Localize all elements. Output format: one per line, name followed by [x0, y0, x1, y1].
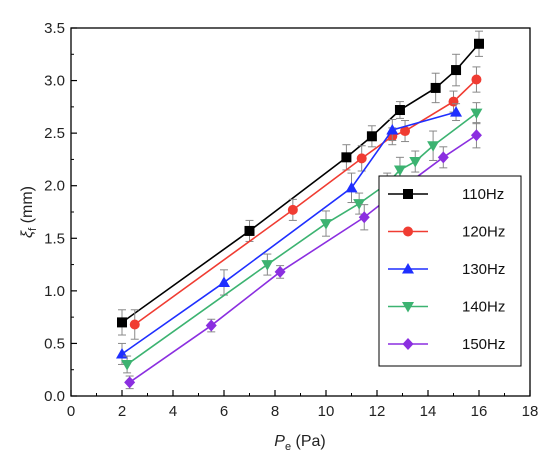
- x-tick-label: 18: [522, 403, 539, 420]
- legend-item-120Hz: 120Hz: [388, 224, 505, 241]
- data-point: [353, 199, 366, 210]
- legend-item-150Hz: 150Hz: [388, 336, 505, 353]
- data-point: [218, 276, 230, 287]
- legend-box: [378, 175, 522, 367]
- data-point: [474, 38, 484, 49]
- legend-marker: [402, 263, 414, 274]
- data-point: [261, 260, 274, 271]
- y-tick-label: 0.0: [44, 388, 65, 405]
- legend-item-110Hz: 110Hz: [388, 186, 504, 203]
- y-tick-label: 2.0: [44, 178, 65, 195]
- legend-marker: [402, 302, 414, 313]
- data-point: [341, 152, 352, 163]
- x-tick-label: 16: [471, 403, 488, 420]
- data-point: [274, 265, 286, 278]
- legend-marker: [403, 226, 413, 237]
- data-point: [287, 204, 298, 215]
- data-point: [448, 96, 459, 107]
- x-tick-label: 10: [318, 403, 335, 420]
- data-point: [124, 376, 136, 389]
- data-point: [400, 126, 411, 137]
- x-tick-label: 0: [67, 403, 75, 420]
- data-point: [117, 317, 127, 328]
- data-point: [121, 359, 134, 371]
- data-point: [393, 165, 406, 176]
- series-150Hz: [124, 122, 482, 390]
- x-tick-label: 6: [220, 403, 228, 420]
- series-140Hz: [121, 102, 483, 374]
- x-axis-ticks: 0 2 4 6 8 10 12 14 16 18: [67, 390, 539, 420]
- series-110Hz: [117, 30, 484, 336]
- legend-item-130Hz: 130Hz: [388, 261, 505, 278]
- data-point: [116, 347, 128, 359]
- legend: 110Hz 120Hz 130Hz 140Hz 150Hz: [378, 175, 522, 367]
- y-tick-label: 0.5: [44, 335, 65, 352]
- data-point: [470, 108, 483, 120]
- legend-label: 110Hz: [462, 186, 504, 203]
- data-point: [366, 131, 377, 142]
- legend-label: 130Hz: [462, 261, 505, 278]
- data-point: [427, 141, 440, 152]
- legend-marker: [402, 338, 414, 350]
- data-point: [358, 211, 370, 224]
- x-tick-label: 14: [420, 403, 437, 420]
- y-tick-label: 3.0: [44, 73, 65, 90]
- data-point: [205, 319, 217, 332]
- data-point: [437, 151, 449, 164]
- y-tick-label: 3.5: [44, 20, 65, 37]
- legend-label: 140Hz: [462, 299, 505, 316]
- data-point: [129, 319, 140, 330]
- data-point: [244, 225, 255, 236]
- data-point: [394, 105, 405, 116]
- y-tick-label: 1.5: [44, 230, 65, 247]
- data-point: [320, 219, 332, 230]
- y-axis-title: ξf (mm): [19, 186, 39, 238]
- data-point: [430, 82, 441, 93]
- data-point: [471, 74, 482, 85]
- x-tick-label: 2: [118, 403, 126, 420]
- x-axis-title: Pe (Pa): [274, 433, 325, 453]
- legend-item-140Hz: 140Hz: [388, 299, 505, 316]
- x-tick-label: 4: [169, 403, 177, 420]
- x-tick-label: 12: [369, 403, 386, 420]
- data-point: [451, 65, 462, 76]
- legend-label: 150Hz: [462, 336, 505, 353]
- data-point: [470, 129, 482, 142]
- legend-label: 120Hz: [462, 224, 505, 241]
- data-point: [386, 123, 399, 135]
- series-layer: [116, 30, 484, 390]
- data-point: [356, 153, 367, 164]
- legend-marker: [403, 189, 413, 199]
- x-tick-label: 8: [271, 403, 279, 420]
- data-point: [409, 157, 422, 168]
- y-tick-label: 2.5: [44, 125, 65, 142]
- data-point: [345, 181, 358, 193]
- y-tick-label: 1.0: [44, 283, 65, 300]
- y-axis-ticks: 0.0 0.5 1.0 1.5 2.0 2.5 3.0 3.5: [44, 20, 77, 405]
- data-point: [450, 106, 463, 117]
